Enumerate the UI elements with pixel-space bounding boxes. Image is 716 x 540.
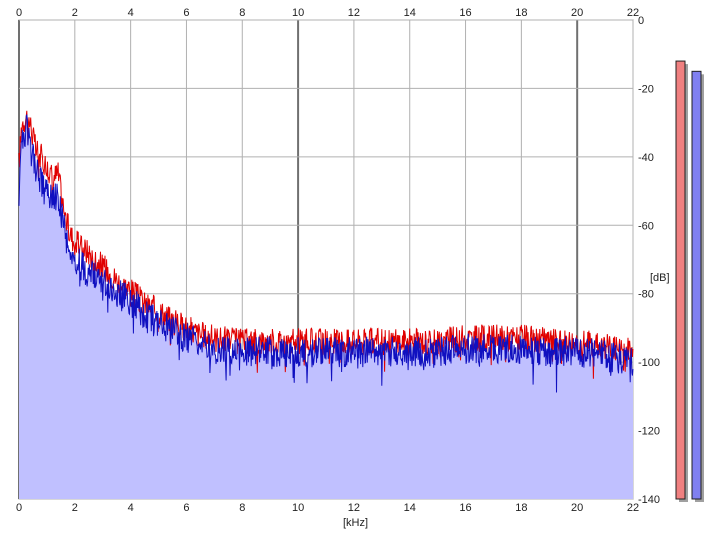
x-tick-label-bottom: 12 bbox=[348, 502, 360, 514]
x-tick-label-top: 10 bbox=[292, 7, 304, 19]
x-tick-label-bottom: 6 bbox=[183, 502, 189, 514]
series-line-blue bbox=[18, 113, 634, 393]
x-tick-label-bottom: 16 bbox=[459, 502, 471, 514]
y-tick-label: -60 bbox=[638, 220, 654, 232]
x-tick-label-top: 4 bbox=[128, 7, 134, 19]
x-ticks-top: 0 2 4 6 8 10 12 14 16 18 20 22 bbox=[16, 7, 639, 19]
x-tick-label-top: 2 bbox=[72, 7, 78, 19]
y-tick-label: -40 bbox=[638, 152, 654, 164]
x-tick-label-bottom: 22 bbox=[627, 502, 639, 514]
series-group bbox=[18, 110, 634, 393]
x-tick-label-bottom: 18 bbox=[515, 502, 527, 514]
y-ticks: 0 -20 -40 -60 -80 -100 -120 -140 bbox=[638, 15, 660, 506]
y-tick-label: -100 bbox=[638, 357, 660, 369]
x-tick-label-top: 6 bbox=[183, 7, 189, 19]
x-tick-label-bottom: 2 bbox=[72, 502, 78, 514]
x-tick-label-top: 20 bbox=[571, 7, 583, 19]
x-tick-label-bottom: 0 bbox=[16, 502, 22, 514]
y-tick-label: -120 bbox=[638, 426, 660, 438]
x-tick-label-top: 16 bbox=[459, 7, 471, 19]
x-tick-label-top: 18 bbox=[515, 7, 527, 19]
y-tick-label: -140 bbox=[638, 494, 660, 506]
level-meters bbox=[675, 60, 704, 503]
level-meter-right bbox=[691, 70, 702, 500]
y-axis-label: [dB] bbox=[650, 272, 670, 284]
y-tick-label: -20 bbox=[638, 83, 654, 95]
x-tick-label-bottom: 10 bbox=[292, 502, 304, 514]
x-axis-label: [kHz] bbox=[343, 517, 368, 529]
x-tick-label-bottom: 4 bbox=[128, 502, 134, 514]
x-tick-label-bottom: 8 bbox=[239, 502, 245, 514]
x-tick-label-bottom: 14 bbox=[404, 502, 416, 514]
x-tick-label-top: 0 bbox=[16, 7, 22, 19]
x-tick-label-top: 12 bbox=[348, 7, 360, 19]
x-tick-label-top: 14 bbox=[404, 7, 416, 19]
x-tick-label-top: 22 bbox=[627, 7, 639, 19]
x-tick-label-bottom: 20 bbox=[571, 502, 583, 514]
x-ticks-bottom: 0 2 4 6 8 10 12 14 16 18 20 22 bbox=[16, 502, 639, 514]
x-tick-label-top: 8 bbox=[239, 7, 245, 19]
y-tick-label: 0 bbox=[638, 15, 644, 27]
spectrum-fill-area bbox=[19, 115, 633, 499]
level-meter-left bbox=[675, 60, 686, 500]
y-tick-label: -80 bbox=[638, 289, 654, 301]
